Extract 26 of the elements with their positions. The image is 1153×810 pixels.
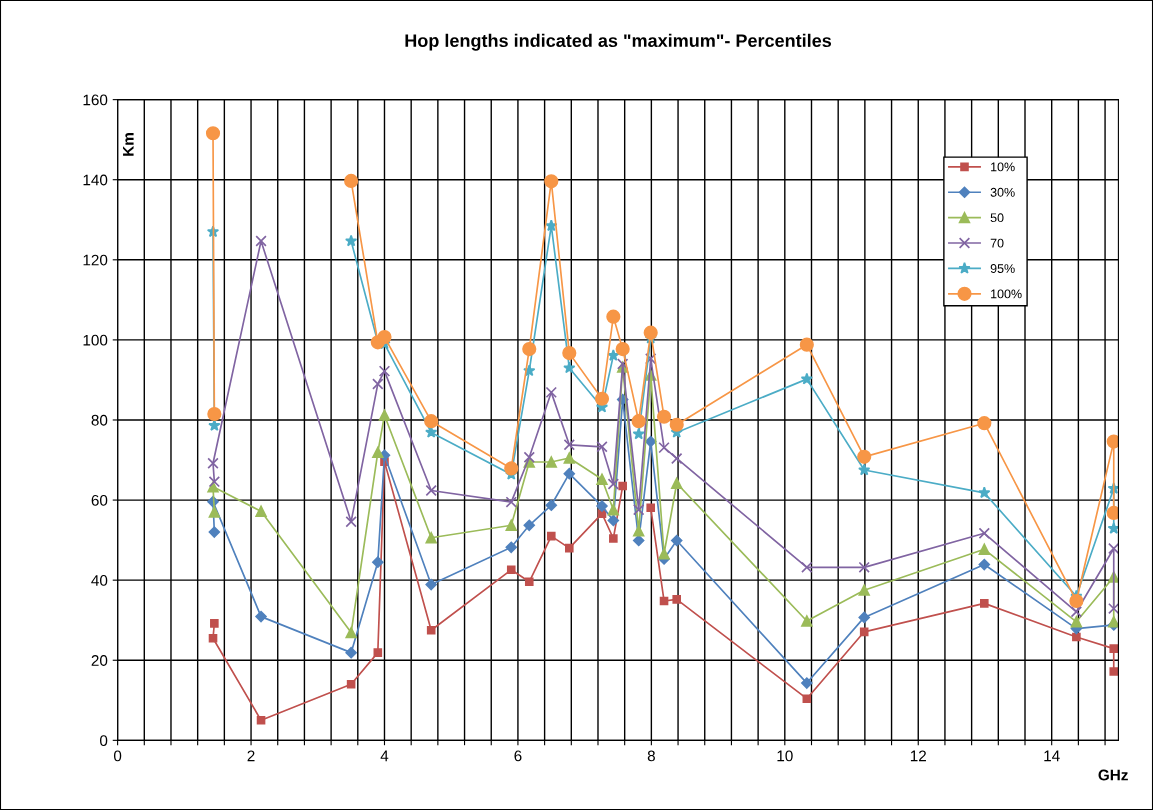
x-tick-label: 4	[380, 750, 389, 762]
y-tick-label: 100	[83, 334, 108, 346]
y-tick-label: 60	[91, 494, 108, 506]
y-tick-label: 120	[83, 254, 108, 266]
x-axis-title: GHz	[1098, 769, 1128, 781]
legend-label: 30%	[990, 187, 1015, 197]
chart-title: Hop lengths indicated as "maximum"- Percentiles	[405, 33, 832, 51]
legend-label: 50	[990, 213, 1004, 223]
y-axis-title: Km	[123, 133, 134, 156]
legend-label: 95%	[990, 264, 1015, 273]
x-tick-label: 10	[777, 750, 793, 762]
y-tick-label: 0	[99, 735, 108, 747]
x-tick-label: 2	[247, 750, 255, 762]
x-tick-label: 0	[113, 750, 122, 762]
x-tick-label: 14	[1044, 750, 1060, 762]
x-tick-label: 6	[514, 750, 522, 762]
y-tick-label: 40	[91, 575, 108, 586]
legend-label: 70	[990, 238, 1004, 248]
y-tick-label: 140	[83, 174, 108, 186]
x-tick-label: 8	[647, 750, 655, 762]
y-tick-label: 80	[91, 414, 108, 426]
y-tick-label: 20	[91, 655, 108, 666]
y-tick-label: 160	[83, 94, 108, 106]
x-tick-label: 12	[910, 750, 926, 762]
legend-label: 10%	[991, 162, 1015, 172]
legend-label: 100%	[991, 289, 1022, 299]
